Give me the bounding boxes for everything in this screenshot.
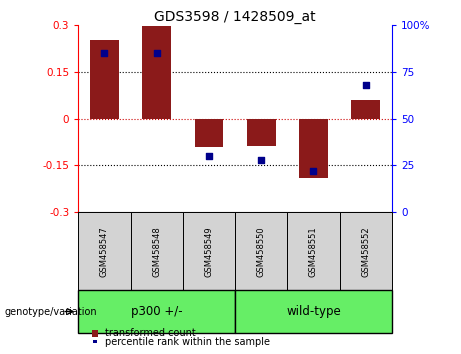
Bar — [195, 119, 224, 147]
Bar — [247, 119, 276, 146]
Text: wild-type: wild-type — [286, 305, 341, 318]
Point — [101, 50, 108, 56]
Text: p300 +/-: p300 +/- — [131, 305, 183, 318]
Text: GSM458547: GSM458547 — [100, 226, 109, 277]
Bar — [287, 212, 340, 290]
Bar — [299, 119, 328, 178]
Text: percentile rank within the sample: percentile rank within the sample — [105, 337, 270, 347]
Bar — [130, 212, 183, 290]
Bar — [235, 212, 287, 290]
Point — [258, 157, 265, 163]
Bar — [90, 40, 119, 119]
Point — [362, 82, 369, 88]
Bar — [92, 330, 98, 337]
Bar — [183, 212, 235, 290]
Bar — [93, 340, 97, 343]
Bar — [78, 290, 235, 333]
Bar — [340, 212, 392, 290]
Text: GSM458548: GSM458548 — [152, 226, 161, 277]
Text: GSM458549: GSM458549 — [205, 226, 213, 277]
Text: GSM458550: GSM458550 — [257, 226, 266, 277]
Point — [153, 50, 160, 56]
Text: transformed count: transformed count — [105, 329, 195, 338]
Point — [310, 168, 317, 174]
Bar — [142, 26, 171, 119]
Point — [205, 153, 213, 159]
Text: genotype/variation: genotype/variation — [5, 307, 97, 316]
Bar — [351, 100, 380, 119]
Title: GDS3598 / 1428509_at: GDS3598 / 1428509_at — [154, 10, 316, 24]
Text: GSM458552: GSM458552 — [361, 226, 370, 277]
Bar — [78, 212, 130, 290]
Bar — [235, 290, 392, 333]
Text: GSM458551: GSM458551 — [309, 226, 318, 277]
